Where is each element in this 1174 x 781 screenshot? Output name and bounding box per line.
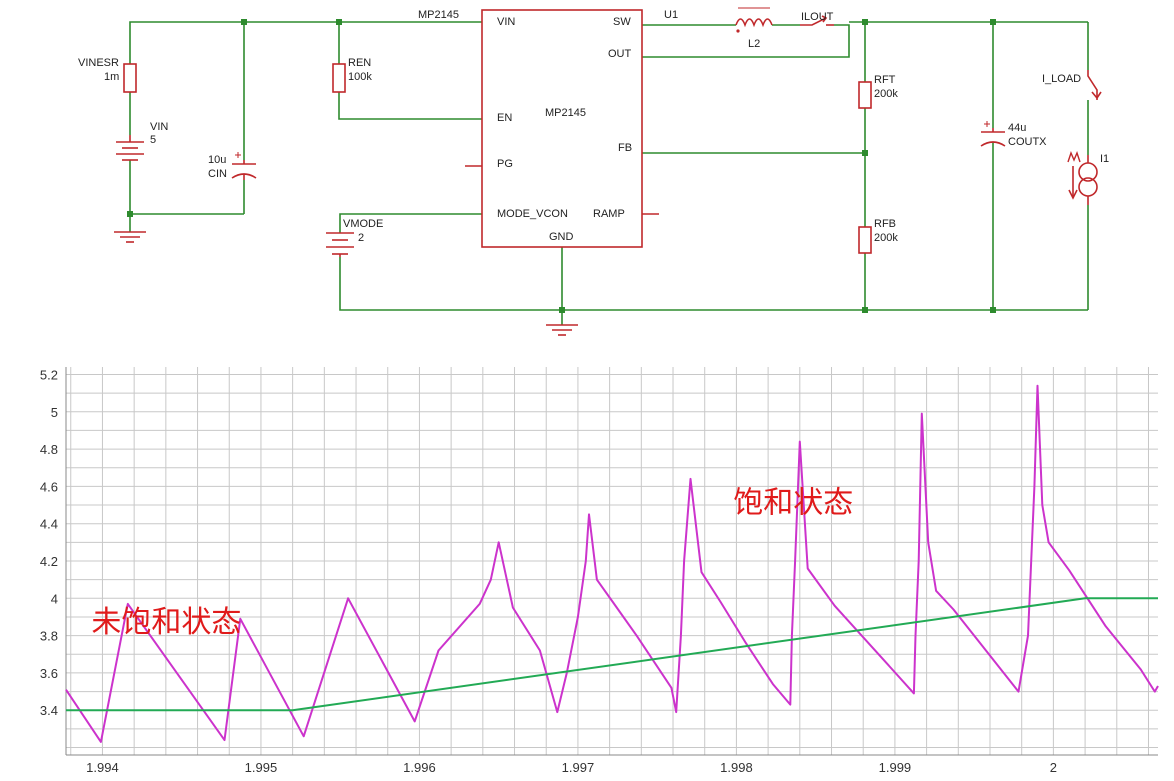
- i-load-name-label: I_LOAD: [1042, 73, 1081, 85]
- coutx-name-label: COUTX: [1008, 136, 1047, 148]
- pin-label-fb: FB: [618, 142, 632, 154]
- plot-tick-labels: 3.4 3.6 3.8 4 4.2 4.4 4.6 4.8 5 5.2 1.994 1.995 1.99…: [40, 367, 1057, 775]
- vinesr-value-label: 1m: [104, 71, 119, 83]
- wires: [129, 21, 1089, 325]
- pin-label-sw: SW: [613, 16, 631, 28]
- x-tick-label: 1.994: [86, 760, 119, 775]
- pin-label-gnd: GND: [549, 231, 574, 243]
- y-tick-label: 5: [51, 405, 58, 420]
- i1-current-source[interactable]: [1067, 151, 1098, 205]
- ren-value-label: 100k: [348, 71, 372, 83]
- circuit-schematic: MP2145 U1 MP2145 VIN EN PG MODE_VCON GND…: [78, 7, 1109, 336]
- vinesr-name-label: VINESR: [78, 57, 119, 69]
- y-tick-label: 4.4: [40, 517, 58, 532]
- ren-resistor[interactable]: [332, 63, 346, 93]
- coutx-value-label: 44u: [1008, 122, 1026, 134]
- cin-value-label: 10u: [208, 154, 226, 166]
- rfb-value-label: 200k: [874, 232, 898, 244]
- plot-annotations: 未饱和状态 饱和状态: [91, 486, 853, 640]
- pin-label-ramp: RAMP: [593, 208, 625, 220]
- pin-label-mode: MODE_VCON: [497, 208, 568, 220]
- pin-label-pg: PG: [497, 158, 513, 170]
- vinesr-resistor[interactable]: [123, 63, 137, 93]
- vin-source[interactable]: [116, 135, 144, 161]
- vmode-value-label: 2: [358, 232, 364, 244]
- coutx-capacitor[interactable]: [980, 121, 1006, 147]
- ground-symbol-left: [114, 231, 146, 243]
- junction-dots: [127, 19, 996, 313]
- load-current-series-line: [66, 597, 1158, 712]
- inductor-current-series-line: [65, 384, 1159, 743]
- waveform-plot: 3.4 3.6 3.8 4 4.2 4.4 4.6 4.8 5 5.2 1.994 1.995 1.99…: [40, 367, 1159, 775]
- y-tick-label: 4.2: [40, 554, 58, 569]
- chip-ref-label: U1: [664, 9, 678, 21]
- ren-name-label: REN: [348, 57, 371, 69]
- chip-name-label: MP2145: [418, 9, 459, 21]
- chip-body[interactable]: [481, 9, 643, 248]
- chip-center-label: MP2145: [545, 107, 586, 119]
- vmode-source[interactable]: [326, 232, 354, 257]
- y-tick-label: 3.6: [40, 666, 58, 681]
- ilout-name-label: ILOUT: [801, 11, 834, 23]
- vin-value-label: 5: [150, 134, 156, 146]
- vmode-name-label: VMODE: [343, 218, 383, 230]
- ground-symbol-center: [546, 324, 578, 336]
- annotation-unsaturated: 未饱和状态: [91, 605, 241, 640]
- pin-label-vin: VIN: [497, 16, 515, 28]
- cin-name-label: CIN: [208, 168, 227, 180]
- y-tick-label: 4.6: [40, 479, 58, 494]
- rfb-name-label: RFB: [874, 218, 896, 230]
- rfb-resistor[interactable]: [858, 226, 872, 254]
- rft-name-label: RFT: [874, 74, 896, 86]
- plot-grid: [65, 367, 1158, 756]
- y-tick-label: 3.4: [40, 703, 58, 718]
- y-tick-label: 4: [51, 591, 58, 606]
- i1-name-label: I1: [1100, 153, 1109, 165]
- l2-name-label: L2: [748, 38, 760, 50]
- y-tick-label: 3.8: [40, 629, 58, 644]
- l2-inductor[interactable]: [735, 7, 773, 33]
- rft-resistor[interactable]: [858, 81, 872, 109]
- rft-value-label: 200k: [874, 88, 898, 100]
- y-tick-label: 4.8: [40, 442, 58, 457]
- i-load-switch[interactable]: [1087, 70, 1102, 100]
- pin-label-out: OUT: [608, 48, 632, 60]
- vin-name-label: VIN: [150, 121, 168, 133]
- ilout-meter[interactable]: [800, 15, 834, 26]
- x-tick-label: 1.995: [245, 760, 278, 775]
- x-tick-label: 1.998: [720, 760, 753, 775]
- cin-capacitor[interactable]: [231, 152, 257, 180]
- pin-label-en: EN: [497, 112, 512, 124]
- y-tick-label: 5.2: [40, 367, 58, 382]
- x-tick-label: 1.999: [879, 760, 912, 775]
- x-tick-label: 1.997: [562, 760, 595, 775]
- x-tick-label: 1.996: [403, 760, 436, 775]
- plot-series: [65, 384, 1159, 743]
- x-tick-label: 2: [1050, 760, 1057, 775]
- annotation-saturated: 饱和状态: [733, 486, 853, 521]
